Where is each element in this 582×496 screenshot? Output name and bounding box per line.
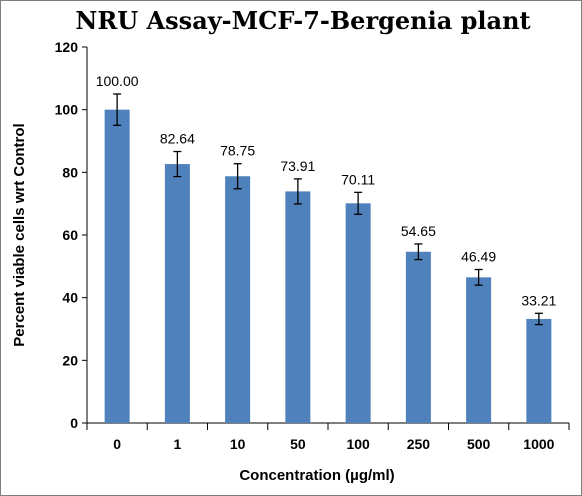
x-tick-label: 50 (290, 436, 306, 452)
data-label: 73.91 (280, 158, 315, 174)
data-label: 54.65 (401, 223, 436, 239)
bar (104, 109, 130, 424)
data-label: 70.11 (341, 171, 375, 187)
bar (285, 191, 311, 423)
x-tick-label: 250 (407, 436, 431, 452)
y-tick-label: 40 (62, 290, 78, 306)
chart-title: NRU Assay-MCF-7-Bergenia plant (75, 6, 530, 35)
data-label: 33.21 (521, 292, 556, 308)
data-label: 100.00 (96, 73, 139, 89)
y-tick-label: 100 (55, 102, 79, 118)
y-tick-label: 60 (62, 227, 78, 243)
bar (405, 251, 431, 423)
x-tick-label: 0 (113, 436, 121, 452)
y-axis-title: Percent viable cells wrt Control (11, 123, 28, 346)
x-axis-title: Concentration (µg/ml) (239, 467, 394, 484)
x-tick-label: 500 (467, 436, 491, 452)
x-tick-label: 10 (230, 436, 246, 452)
bar (526, 318, 552, 423)
bar (345, 203, 371, 423)
y-tick-label: 120 (55, 39, 79, 55)
data-label: 46.49 (461, 248, 496, 264)
y-tick-label: 20 (62, 352, 78, 368)
bar (225, 176, 251, 423)
y-tick-label: 0 (70, 415, 78, 431)
data-label: 78.75 (220, 143, 255, 159)
x-tick-label: 100 (346, 436, 370, 452)
x-tick-label: 1 (173, 436, 181, 452)
x-tick-label: 1000 (523, 436, 554, 452)
plot-area: 0 20 40 60 80 100 120 100.00 0 82.64 1 78.75 10 73.91… (55, 39, 570, 452)
bar (466, 277, 492, 423)
data-label: 82.64 (160, 131, 195, 147)
y-tick-label: 80 (62, 164, 78, 180)
bar (164, 164, 190, 423)
